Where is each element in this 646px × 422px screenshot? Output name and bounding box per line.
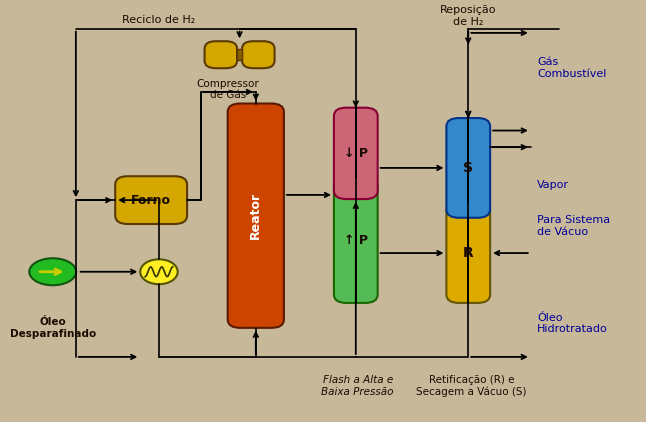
FancyBboxPatch shape <box>446 118 490 218</box>
Text: Vapor: Vapor <box>537 179 569 189</box>
Text: Compressor
de Gás: Compressor de Gás <box>196 78 259 100</box>
Text: R: R <box>463 246 474 260</box>
FancyBboxPatch shape <box>205 41 237 68</box>
FancyBboxPatch shape <box>242 41 275 68</box>
Text: Reciclo de H₂: Reciclo de H₂ <box>122 16 196 25</box>
Text: Óleo
Desparafinado: Óleo Desparafinado <box>10 317 96 339</box>
Text: Reposição
de H₂: Reposição de H₂ <box>440 5 497 27</box>
Circle shape <box>140 259 178 284</box>
Text: Gás
Combustível: Gás Combustível <box>537 57 607 79</box>
Ellipse shape <box>29 258 76 285</box>
Text: Para Sistema
de Vácuo: Para Sistema de Vácuo <box>537 215 610 237</box>
Text: ↓ P: ↓ P <box>344 147 368 160</box>
Text: S: S <box>463 161 474 175</box>
Text: Flash a Alta e
Baixa Pressão: Flash a Alta e Baixa Pressão <box>322 375 394 397</box>
Text: ↑ P: ↑ P <box>344 234 368 247</box>
FancyBboxPatch shape <box>334 108 378 199</box>
FancyBboxPatch shape <box>227 103 284 328</box>
Bar <box>237 49 242 60</box>
FancyBboxPatch shape <box>446 203 490 303</box>
Text: Forno: Forno <box>131 194 171 207</box>
FancyBboxPatch shape <box>115 176 187 224</box>
Text: Óleo
Hidrotratado: Óleo Hidrotratado <box>537 313 608 335</box>
FancyBboxPatch shape <box>334 178 378 303</box>
Text: Retificação (R) e
Secagem a Vácuo (S): Retificação (R) e Secagem a Vácuo (S) <box>416 375 526 397</box>
Text: Reator: Reator <box>249 192 262 239</box>
